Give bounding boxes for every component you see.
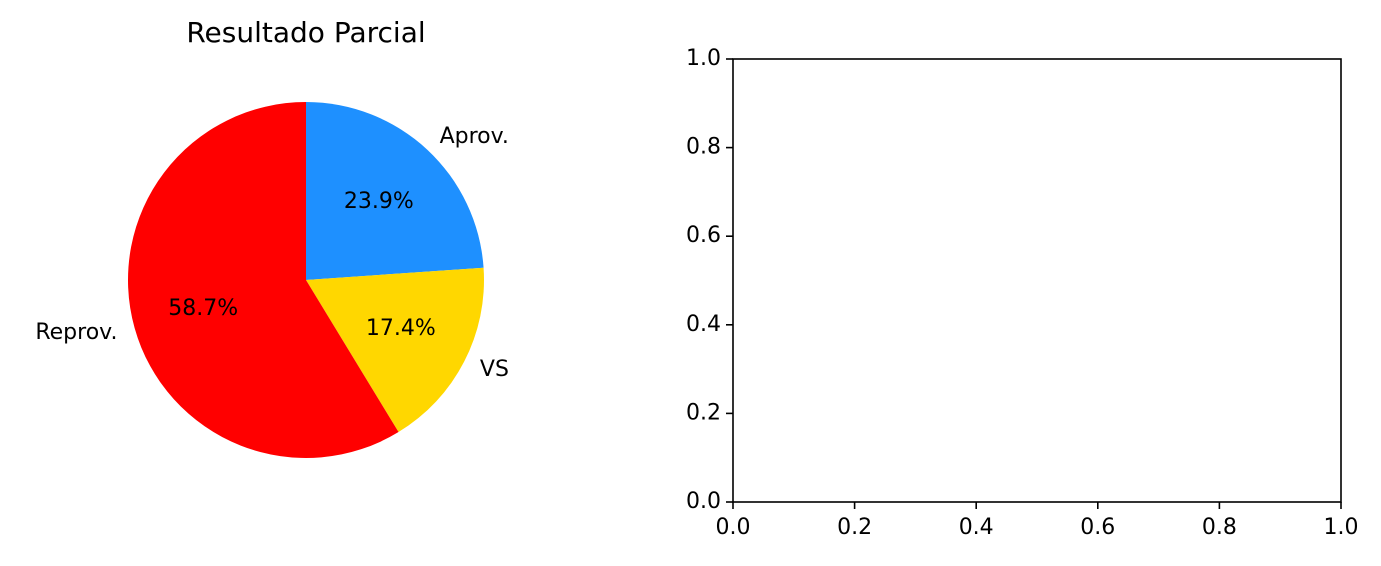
- x-tick-label: 0.0: [716, 515, 751, 540]
- y-axis-ticks: 0.0 0.2 0.4 0.6 0.8 1.0: [686, 46, 733, 514]
- y-tick-label: 0.6: [686, 223, 721, 248]
- pie-percent-vs: 17.4%: [366, 316, 436, 341]
- y-tick-label: 0.0: [686, 489, 721, 514]
- x-tick-label: 0.4: [959, 515, 994, 540]
- pie-chart: Resultado Parcial Aprov. 23.9% VS 17.4% Repr…: [35, 16, 509, 458]
- pie-slice-vs: [306, 267, 484, 433]
- axes-frame: [732, 58, 1342, 503]
- pie-percent-reprov: 58.7%: [168, 296, 238, 321]
- pie-label-vs: VS: [480, 357, 509, 382]
- pie-slice-reprov: [128, 102, 399, 458]
- y-tick-label: 0.8: [686, 135, 721, 160]
- y-tick-label: 0.2: [686, 400, 721, 425]
- x-axis-ticks: 0.0 0.2 0.4 0.6 0.8 1.0: [716, 502, 1359, 540]
- pie-slices: [128, 102, 484, 458]
- x-tick-label: 1.0: [1324, 515, 1359, 540]
- empty-axes-chart: 0.0 0.2 0.4 0.6 0.8 1.0 0.0 0.2 0.4 0.6 0.8 1.0: [686, 46, 1359, 540]
- pie-percent-aprov: 23.9%: [344, 189, 414, 214]
- x-tick-label: 0.2: [837, 515, 872, 540]
- pie-slice-aprov: [306, 102, 484, 280]
- x-tick-label: 0.8: [1202, 515, 1237, 540]
- y-tick-label: 0.4: [686, 312, 721, 337]
- y-tick-label: 1.0: [686, 46, 721, 71]
- x-tick-label: 0.6: [1080, 515, 1115, 540]
- pie-title: Resultado Parcial: [186, 16, 425, 49]
- pie-label-aprov: Aprov.: [440, 124, 509, 149]
- pie-label-reprov: Reprov.: [35, 320, 117, 345]
- pie-labels: Aprov. 23.9% VS 17.4% Reprov. 58.7%: [35, 124, 509, 382]
